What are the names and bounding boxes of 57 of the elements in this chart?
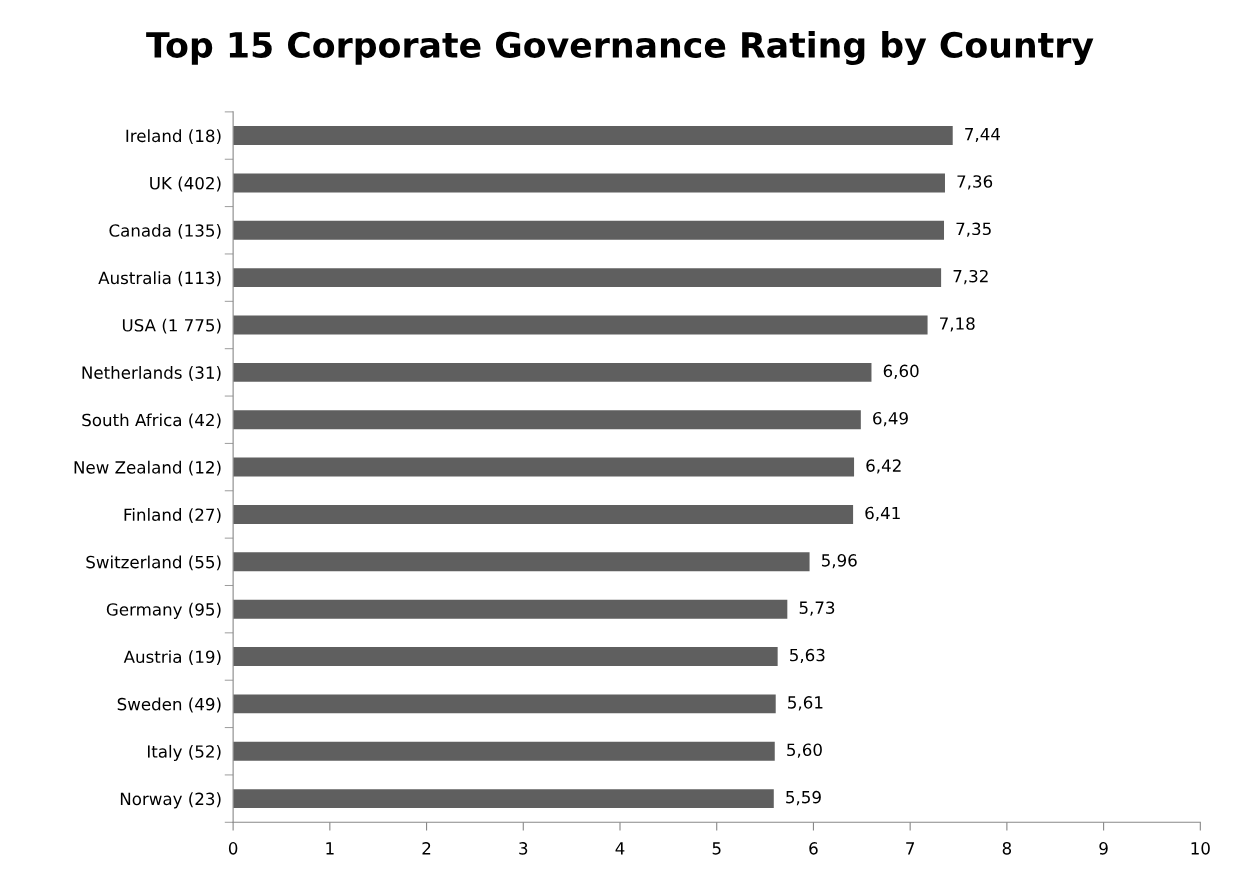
y-tick-label: Sweden (49) — [117, 697, 221, 713]
data-label: 6,41 — [865, 506, 900, 521]
y-tick-label: Canada (135) — [109, 223, 221, 239]
bar — [233, 457, 855, 477]
data-label: 7,35 — [956, 222, 991, 237]
data-label: 7,32 — [953, 269, 988, 285]
chart-title: Top 15 Corporate Governance Rating by Country — [146, 31, 1094, 65]
x-tick-label: 8 — [1002, 842, 1012, 855]
x-tick-label: 1 — [326, 842, 334, 855]
bar — [233, 362, 872, 382]
bar — [233, 504, 854, 524]
data-label: 5,96 — [821, 554, 857, 569]
data-label: 6,49 — [873, 411, 908, 427]
bar — [233, 173, 945, 193]
data-label: 5,73 — [799, 601, 835, 616]
x-tick-label: 3 — [519, 842, 528, 855]
x-tick-label: 6 — [809, 842, 818, 855]
y-tick-label: Netherlands (31) — [82, 366, 221, 381]
x-tick-label: 4 — [615, 842, 625, 855]
y-tick-label: Norway (23) — [120, 792, 221, 809]
x-tick-label: 5 — [712, 842, 721, 855]
x-tick-label: 2 — [422, 842, 431, 855]
y-tick-label: Austria (19) — [123, 650, 221, 666]
x-tick-label: 9 — [1099, 842, 1108, 855]
bar — [233, 268, 942, 288]
y-tick-label: Switzerland (55) — [86, 555, 221, 571]
y-tick-label: South Africa (42) — [82, 413, 221, 429]
data-label: 5,61 — [788, 696, 823, 711]
data-label: 6,60 — [883, 364, 919, 379]
bar — [233, 599, 788, 619]
data-label: 6,42 — [866, 459, 901, 474]
bar — [233, 126, 953, 146]
x-tick-label: 7 — [906, 842, 915, 855]
bar — [233, 552, 810, 572]
y-tick-label: New Zealand (12) — [74, 460, 221, 476]
y-tick-label: Australia (113) — [98, 271, 221, 287]
bar — [233, 220, 945, 240]
y-tick-label: UK (402) — [150, 176, 221, 192]
data-label: 7,18 — [940, 317, 975, 332]
bar — [233, 647, 778, 666]
bar — [233, 789, 774, 809]
data-label: 5,59 — [786, 790, 821, 806]
x-tick-label: 10 — [1191, 842, 1210, 855]
x-tick-label: 0 — [228, 842, 238, 855]
y-tick-label: Italy (52) — [147, 744, 221, 762]
y-tick-label: Finland (27) — [124, 508, 221, 523]
y-tick-label: USA (1 775) — [122, 318, 221, 334]
data-label: 5,63 — [790, 648, 825, 664]
data-label: 7,36 — [957, 175, 993, 190]
bar — [233, 694, 776, 714]
data-label: 7,44 — [965, 128, 1000, 143]
bar — [233, 315, 928, 335]
y-tick-label: Germany (95) — [106, 602, 221, 619]
bar — [233, 410, 861, 430]
bar — [233, 741, 775, 761]
data-label: 5,60 — [787, 743, 822, 758]
y-tick-label: Ireland (18) — [126, 129, 221, 145]
